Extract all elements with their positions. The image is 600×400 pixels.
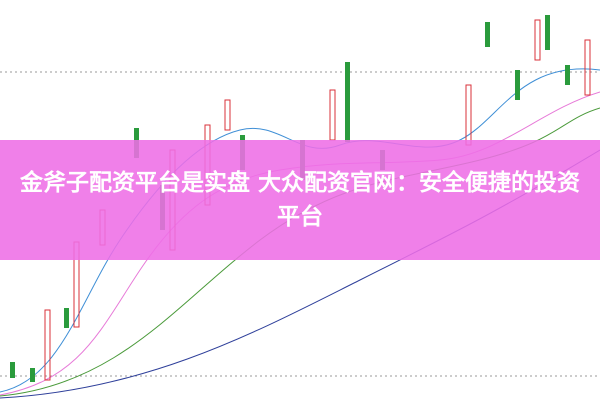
candle: [64, 308, 69, 328]
candle: [485, 22, 490, 47]
candle: [224, 99, 231, 131]
candle: [565, 65, 570, 85]
candle: [329, 89, 336, 141]
average-line: [0, 68, 600, 393]
candle: [515, 70, 520, 100]
title-banner: 金斧子配资平台是实盘 大众配资官网：安全便捷的投资平台: [0, 140, 600, 260]
title: 金斧子配资平台是实盘 大众配资官网：安全便捷的投资平台: [20, 170, 581, 230]
candle: [10, 362, 15, 378]
candle: [345, 62, 350, 142]
candle: [584, 39, 591, 96]
candle: [30, 368, 35, 382]
candle: [534, 19, 541, 61]
candle: [545, 15, 550, 50]
candle: [44, 309, 51, 381]
